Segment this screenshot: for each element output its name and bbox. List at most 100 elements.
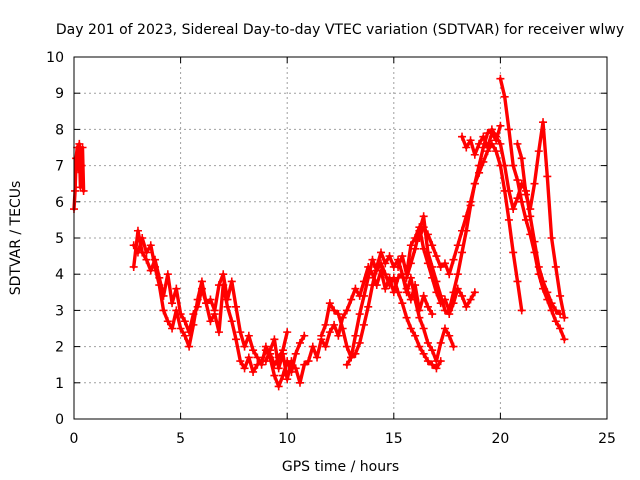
data-point bbox=[547, 306, 556, 315]
data-point bbox=[168, 299, 177, 308]
y-tick-label: 10 bbox=[46, 50, 64, 66]
series-line bbox=[417, 127, 562, 316]
data-point bbox=[381, 270, 390, 279]
data-point bbox=[419, 324, 428, 333]
data-point bbox=[197, 277, 206, 286]
data-point bbox=[517, 154, 526, 163]
data-point bbox=[560, 313, 569, 322]
data-point bbox=[445, 331, 454, 340]
data-point bbox=[142, 248, 151, 257]
y-tick-label: 9 bbox=[55, 86, 64, 102]
data-point bbox=[355, 310, 364, 319]
data-point bbox=[470, 288, 479, 297]
series-line bbox=[460, 124, 503, 157]
data-point bbox=[338, 324, 347, 333]
data-point bbox=[432, 252, 441, 261]
data-point bbox=[436, 291, 445, 300]
data-point bbox=[389, 273, 398, 282]
data-point bbox=[517, 197, 526, 206]
data-point bbox=[330, 320, 339, 329]
y-tick-label: 1 bbox=[55, 376, 64, 392]
data-point bbox=[236, 357, 245, 366]
data-point bbox=[423, 302, 432, 311]
data-point bbox=[202, 299, 211, 308]
x-tick-label: 20 bbox=[491, 431, 509, 447]
data-point bbox=[500, 161, 509, 170]
data-point bbox=[227, 317, 236, 326]
series-line bbox=[345, 250, 456, 367]
data-point bbox=[551, 317, 560, 326]
data-point bbox=[406, 241, 415, 250]
data-point bbox=[193, 295, 202, 304]
y-tick-label: 3 bbox=[55, 303, 64, 319]
data-point bbox=[483, 143, 492, 152]
data-point bbox=[530, 248, 539, 257]
data-point bbox=[321, 342, 330, 351]
data-point bbox=[232, 302, 241, 311]
series-trace8 bbox=[415, 125, 565, 319]
data-point bbox=[487, 129, 496, 138]
data-point bbox=[462, 302, 471, 311]
data-point bbox=[513, 139, 522, 148]
data-point bbox=[385, 252, 394, 261]
data-point bbox=[560, 335, 569, 344]
data-point bbox=[325, 299, 334, 308]
data-point bbox=[244, 331, 253, 340]
data-point bbox=[133, 248, 142, 257]
data-point bbox=[466, 136, 475, 145]
data-point bbox=[176, 324, 185, 333]
data-point bbox=[432, 357, 441, 366]
data-point bbox=[453, 284, 462, 293]
data-point bbox=[398, 252, 407, 261]
data-point bbox=[509, 205, 518, 214]
data-point bbox=[342, 306, 351, 315]
data-point bbox=[521, 215, 530, 224]
data-point bbox=[440, 306, 449, 315]
data-point bbox=[129, 262, 138, 271]
data-point bbox=[287, 357, 296, 366]
data-point bbox=[236, 328, 245, 337]
series-line bbox=[515, 120, 567, 320]
data-point bbox=[496, 139, 505, 148]
data-point bbox=[330, 306, 339, 315]
data-point bbox=[432, 277, 441, 286]
data-point bbox=[79, 186, 88, 195]
data-point bbox=[377, 248, 386, 257]
series-line bbox=[72, 142, 86, 211]
data-point bbox=[368, 255, 377, 264]
data-point bbox=[521, 190, 530, 199]
data-point bbox=[458, 248, 467, 257]
data-point bbox=[453, 270, 462, 279]
data-point bbox=[415, 234, 424, 242]
data-point bbox=[526, 212, 535, 221]
data-point bbox=[406, 259, 415, 268]
data-point bbox=[347, 353, 356, 362]
data-point bbox=[479, 132, 488, 141]
data-point bbox=[526, 205, 535, 214]
data-point bbox=[419, 223, 428, 232]
plot-frame bbox=[73, 56, 608, 420]
series-trace9 bbox=[458, 121, 505, 159]
data-point bbox=[517, 306, 526, 315]
data-point bbox=[462, 212, 471, 221]
data-point bbox=[466, 197, 475, 206]
data-point bbox=[496, 121, 505, 130]
data-point bbox=[458, 291, 467, 300]
data-point bbox=[440, 324, 449, 333]
y-tick-label: 0 bbox=[55, 412, 64, 428]
data-point bbox=[313, 353, 322, 362]
data-point bbox=[543, 295, 552, 304]
x-tick-label: 5 bbox=[176, 431, 185, 447]
data-point bbox=[291, 364, 300, 373]
data-point bbox=[402, 313, 411, 322]
y-tick-label: 2 bbox=[55, 340, 64, 356]
data-point bbox=[295, 338, 304, 347]
data-point bbox=[509, 161, 518, 170]
y-tick-label: 5 bbox=[55, 231, 64, 247]
data-point bbox=[334, 331, 343, 340]
y-axis-label: SDTVAR / TECUs bbox=[8, 181, 24, 296]
x-axis-label: GPS time / hours bbox=[282, 459, 399, 475]
data-point bbox=[295, 378, 304, 387]
series-trace1 bbox=[129, 226, 292, 369]
